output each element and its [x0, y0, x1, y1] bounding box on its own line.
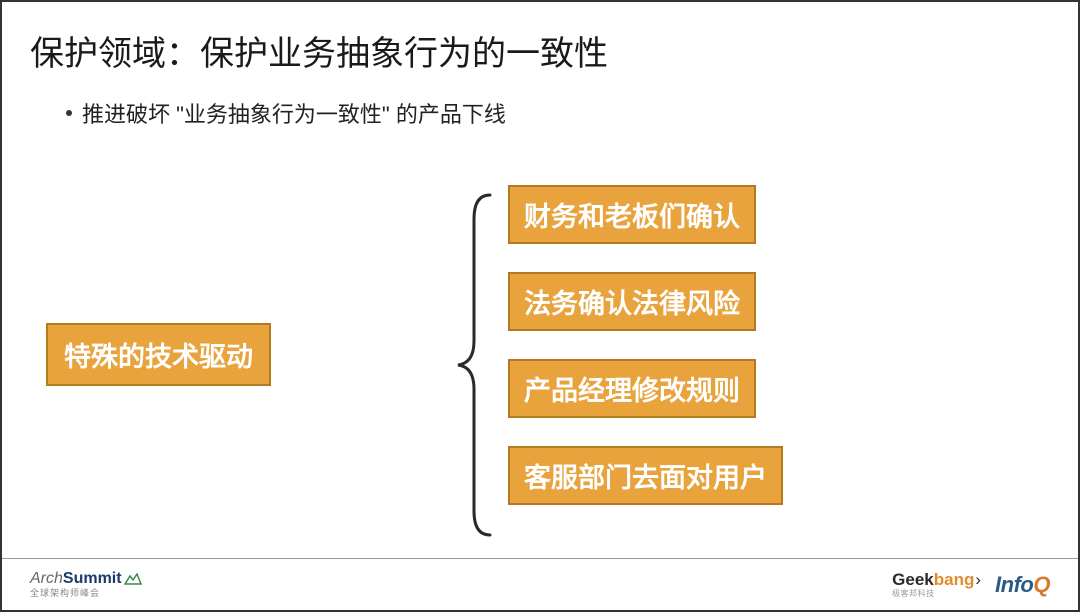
infoq-part2: Q — [1033, 572, 1050, 597]
infoq-logo: InfoQ — [995, 572, 1050, 598]
footer-right-logos: Geekbang› 极客邦科技 InfoQ — [892, 571, 1050, 598]
geekbang-logo: Geekbang› 极客邦科技 — [892, 571, 981, 598]
slide-footer: Arch Summit 全球架构师峰会 Geekbang› 极客邦科技 Info… — [2, 558, 1078, 610]
diagram-right-box: 客服部门去面对用户 — [508, 446, 783, 505]
geekbang-sub: 极客邦科技 — [892, 590, 935, 598]
diagram-right-column: 财务和老板们确认法务确认法律风险产品经理修改规则客服部门去面对用户 — [508, 185, 783, 505]
diagram-right-box: 财务和老板们确认 — [508, 185, 756, 244]
archsummit-logo: Arch Summit 全球架构师峰会 — [30, 571, 142, 598]
footer-left-logo: Arch Summit 全球架构师峰会 — [30, 571, 142, 598]
geekbang-part1: Geek — [892, 570, 934, 589]
diagram-left-box: 特殊的技术驱动 — [46, 323, 271, 386]
geekbang-part2: bang — [934, 570, 975, 589]
brace-diagram: 特殊的技术驱动 财务和老板们确认法务确认法律风险产品经理修改规则客服部门去面对用… — [30, 185, 1050, 555]
slide-title: 保护领域：保护业务抽象行为的一致性 — [30, 26, 1050, 75]
slide-frame: 保护领域：保护业务抽象行为的一致性 推进破坏 "业务抽象行为一致性" 的产品下线… — [0, 0, 1080, 612]
mountain-icon — [124, 573, 142, 585]
diagram-right-box: 法务确认法律风险 — [508, 272, 756, 331]
bullet-item: 推进破坏 "业务抽象行为一致性" 的产品下线 — [66, 97, 1050, 129]
archsummit-part2: Summit — [63, 571, 122, 587]
geekbang-arrow: › — [975, 570, 981, 589]
archsummit-sub: 全球架构师峰会 — [30, 589, 100, 598]
bullet-text: 推进破坏 "业务抽象行为一致性" 的产品下线 — [82, 97, 506, 129]
brace-icon — [452, 191, 502, 539]
bullet-dot-icon — [66, 110, 72, 116]
infoq-part1: Info — [995, 572, 1033, 597]
diagram-right-box: 产品经理修改规则 — [508, 359, 756, 418]
archsummit-part1: Arch — [30, 571, 63, 587]
